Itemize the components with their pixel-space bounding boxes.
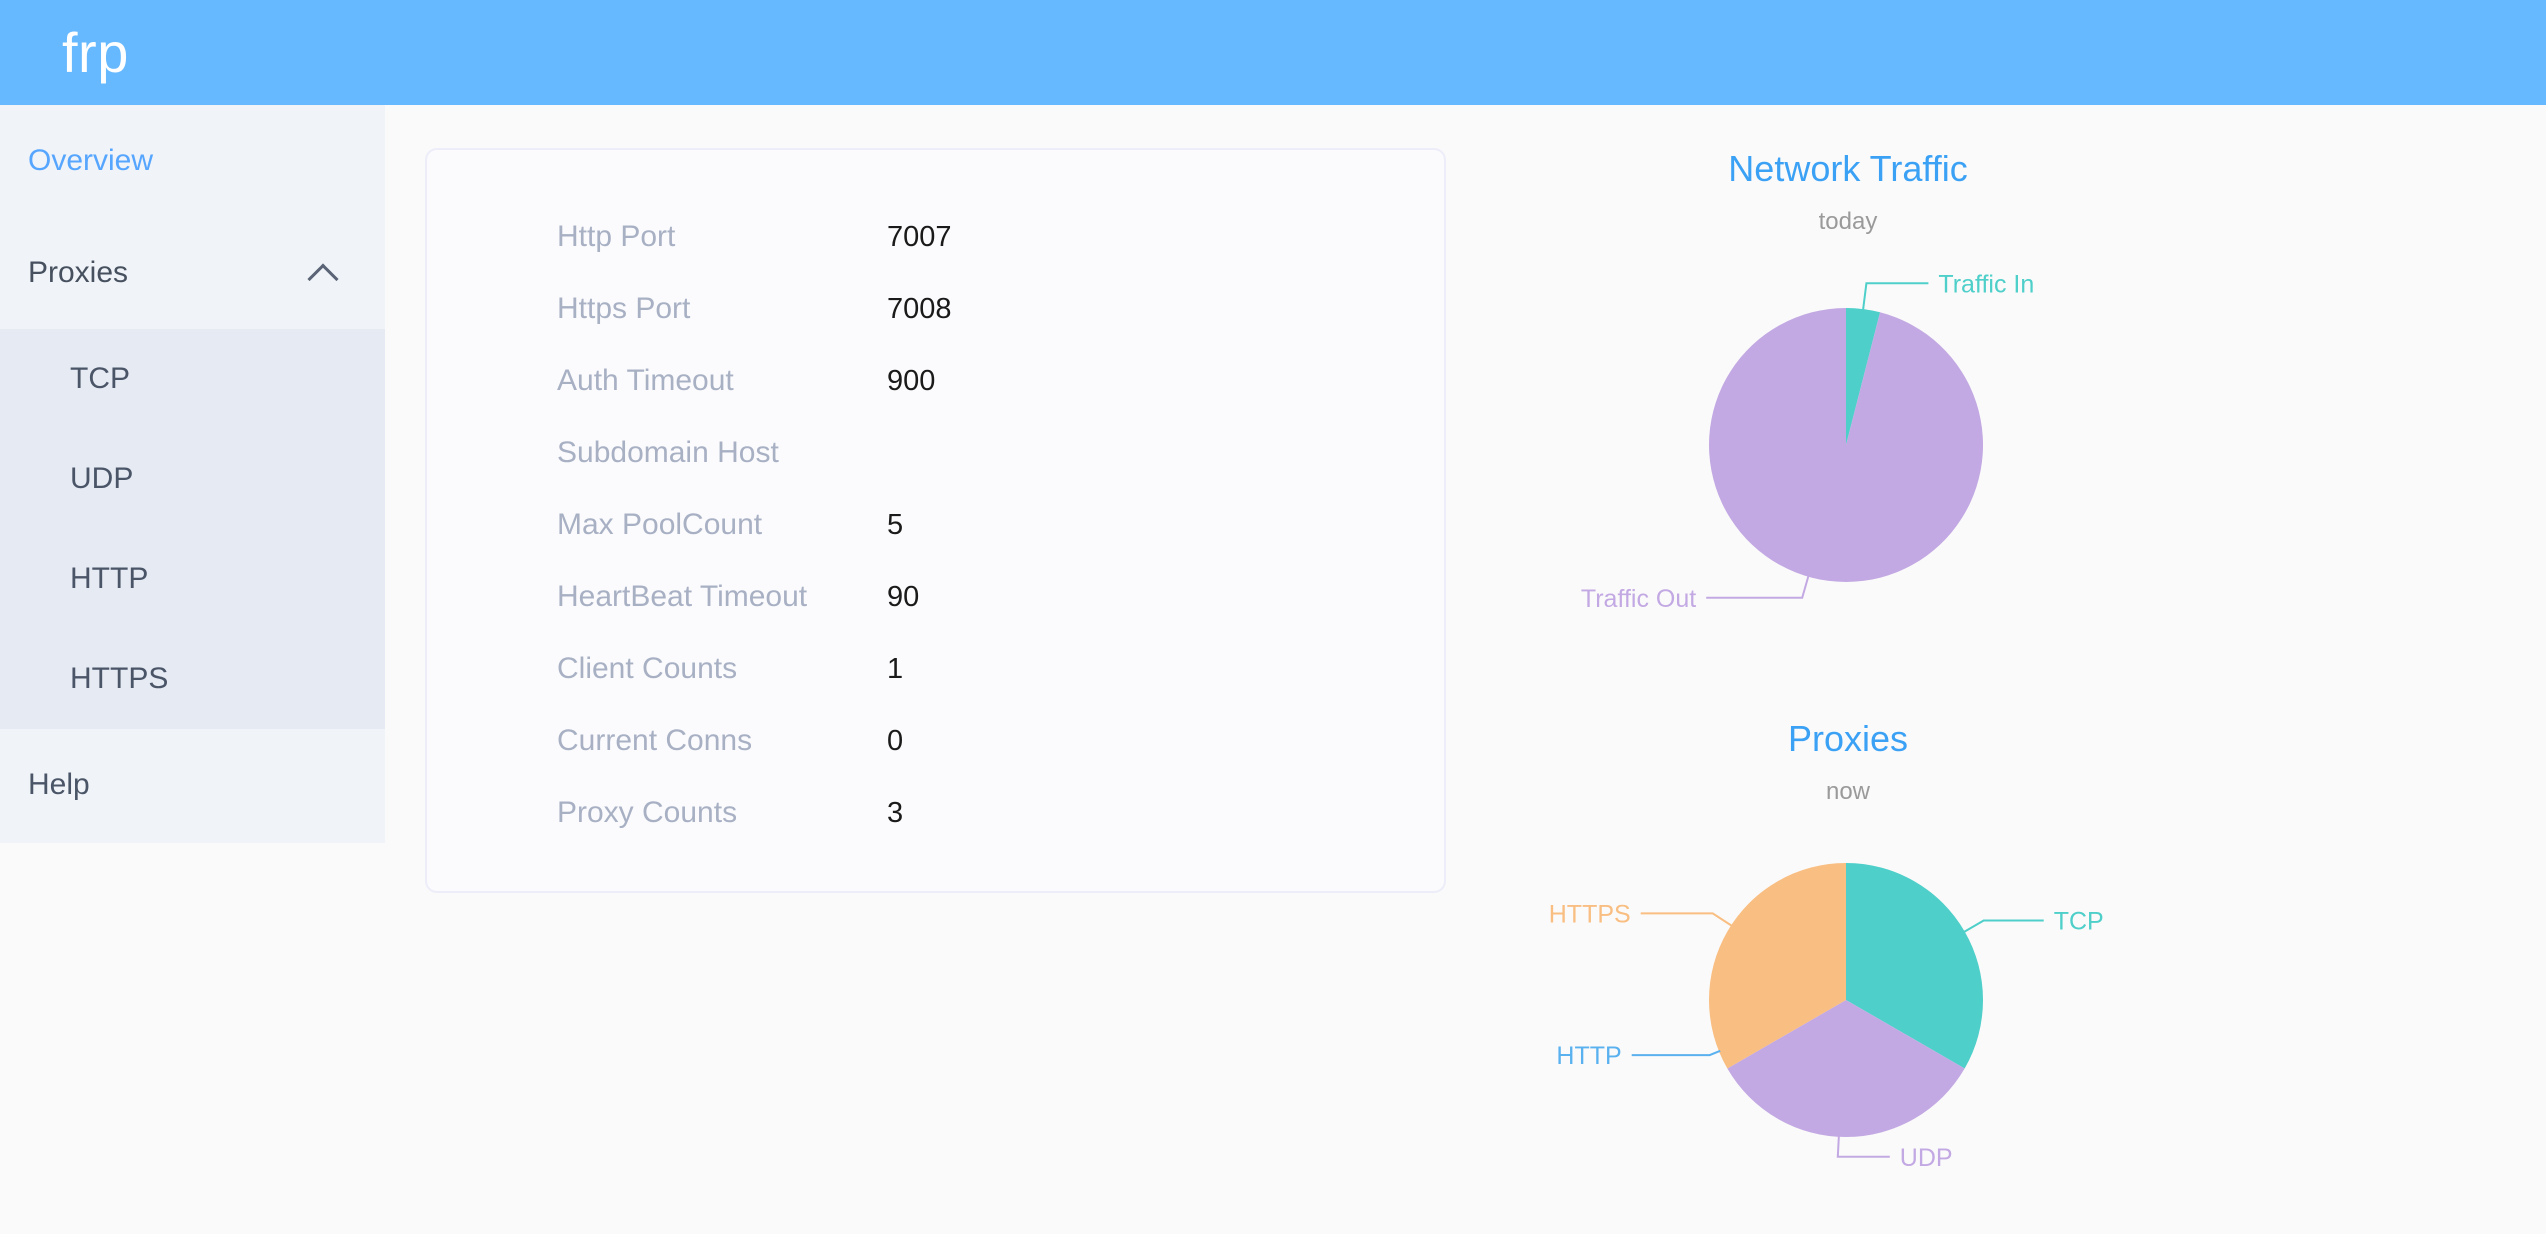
info-row-label: Subdomain Host — [557, 436, 779, 469]
info-row-value: 3 — [887, 796, 904, 829]
server-info-card: Http Port 7007 Https Port 7008 Auth Timeout 9… — [425, 148, 1446, 893]
info-row-value: 5 — [887, 508, 904, 541]
pie-label-traffic-out: Traffic Out — [1581, 585, 1696, 613]
info-row: Current Conns 0 — [427, 705, 1444, 777]
network-traffic-pie[interactable]: Traffic In Traffic Out — [1581, 255, 2148, 655]
pie-leader-line — [1836, 1135, 1890, 1158]
pie-slice-udp[interactable] — [1727, 1000, 1965, 1138]
info-row: Http Port 7007 — [427, 201, 1444, 273]
info-row: Auth Timeout 900 — [427, 345, 1444, 417]
server-info-table: Http Port 7007 Https Port 7008 Auth Timeout 9… — [427, 150, 1444, 849]
pie-label-tcp: TCP — [2054, 908, 2104, 936]
info-row: Max PoolCount 5 — [427, 489, 1444, 561]
sidebar-group-proxies[interactable]: Proxies — [0, 217, 385, 329]
info-row-value: 0 — [887, 724, 904, 757]
network-traffic-subtitle: today — [1818, 208, 1878, 235]
sidebar-item-overview-label: Overview — [28, 144, 154, 177]
info-row-label: Http Port — [557, 220, 676, 253]
pie-slice-traffic-out[interactable] — [1709, 308, 1984, 582]
info-row-value: 7007 — [887, 220, 952, 253]
info-row: HeartBeat Timeout 90 — [427, 561, 1444, 633]
info-row-value: 90 — [887, 580, 920, 613]
sidebar-item-http-label: HTTP — [70, 562, 149, 595]
sidebar-item-tcp-label: TCP — [70, 362, 130, 395]
info-row-label: Current Conns — [557, 724, 753, 757]
info-row: Https Port 7008 — [427, 273, 1444, 345]
proxies-pie[interactable]: TCP UDP HTTP HTTPS — [1549, 825, 2148, 1225]
sidebar-item-udp-label: UDP — [70, 462, 134, 495]
info-row-label: Client Counts — [557, 652, 738, 685]
sidebar-group-proxies-label: Proxies — [28, 256, 129, 289]
app-header: frp — [0, 0, 2546, 105]
info-row-label: Max PoolCount — [557, 508, 763, 541]
info-row-label: Auth Timeout — [557, 364, 734, 397]
proxies-title: Proxies — [1787, 718, 1909, 759]
pie-slice-https[interactable] — [1708, 863, 1846, 1069]
chevron-up-icon — [309, 258, 339, 288]
info-row-label: Proxy Counts — [557, 796, 738, 829]
network-traffic-title: Network Traffic — [1728, 148, 1968, 189]
pie-leader-line — [1631, 1049, 1721, 1057]
info-row-value: 7008 — [887, 292, 952, 325]
pie-leader-line — [1862, 282, 1929, 311]
pie-slice-traffic-in[interactable] — [1846, 308, 1881, 445]
info-row: Proxy Counts 3 — [427, 777, 1444, 849]
sidebar-item-tcp[interactable]: TCP — [0, 329, 385, 429]
pie-slice-tcp[interactable] — [1846, 863, 1984, 1069]
sidebar-submenu-proxies: TCP UDP HTTP HTTPS — [0, 329, 385, 729]
info-row: Subdomain Host — [427, 417, 1444, 489]
sidebar-item-overview[interactable]: Overview — [0, 105, 385, 217]
info-row-label: HeartBeat Timeout — [557, 580, 808, 613]
sidebar-item-https[interactable]: HTTPS — [0, 629, 385, 729]
pie-leader-line — [1640, 912, 1733, 927]
pie-label-https: HTTPS — [1549, 900, 1631, 928]
info-row-label: Https Port — [557, 292, 691, 325]
info-row-value: 900 — [887, 364, 936, 397]
proxies-chart: Proxies now — [1688, 718, 2008, 806]
sidebar-item-help-label: Help — [28, 768, 90, 801]
sidebar-item-udp[interactable]: UDP — [0, 429, 385, 529]
proxies-subtitle: now — [1825, 778, 1871, 805]
sidebar-item-https-label: HTTPS — [70, 662, 169, 695]
pie-leader-line — [1962, 919, 2044, 934]
network-traffic-chart: Network Traffic today — [1688, 148, 2008, 236]
pie-label-http: HTTP — [1556, 1042, 1621, 1070]
pie-label-traffic-in: Traffic In — [1938, 270, 2034, 298]
brand-logo: frp — [62, 21, 129, 84]
info-row: Client Counts 1 — [427, 633, 1444, 705]
sidebar-item-http[interactable]: HTTP — [0, 529, 385, 629]
sidebar: Overview Proxies TCP UDP HTTP HTTPS Help — [0, 105, 385, 843]
sidebar-item-help[interactable]: Help — [0, 729, 385, 841]
info-row-value: 1 — [887, 652, 904, 685]
pie-leader-line — [1706, 575, 1810, 599]
pie-label-udp: UDP — [1900, 1144, 1953, 1172]
